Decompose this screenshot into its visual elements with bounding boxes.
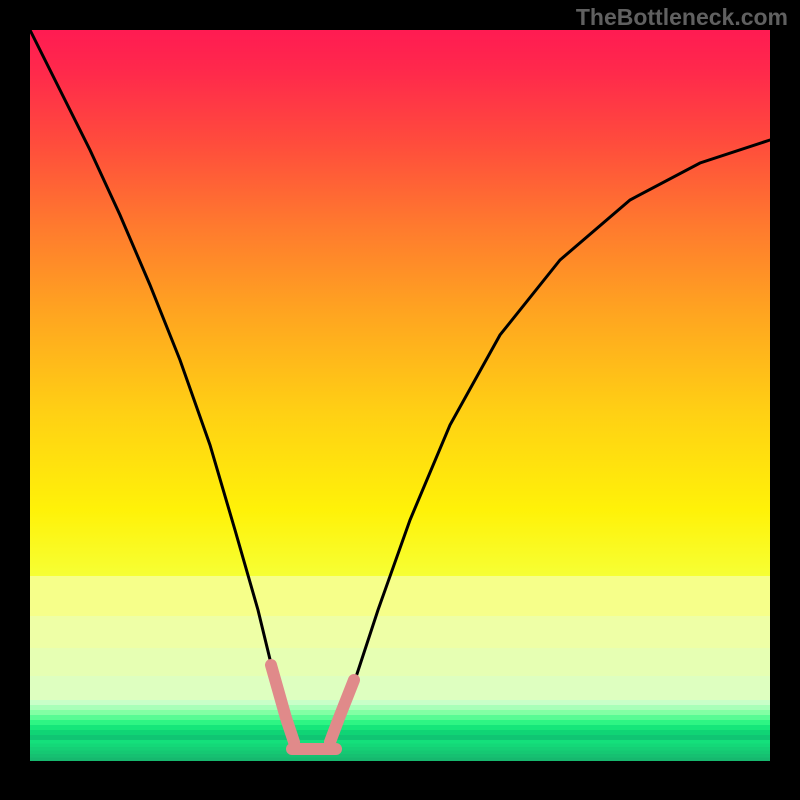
chart-container: TheBottleneck.com [0,0,800,800]
watermark-text: TheBottleneck.com [576,4,788,31]
chart-svg [0,0,800,800]
